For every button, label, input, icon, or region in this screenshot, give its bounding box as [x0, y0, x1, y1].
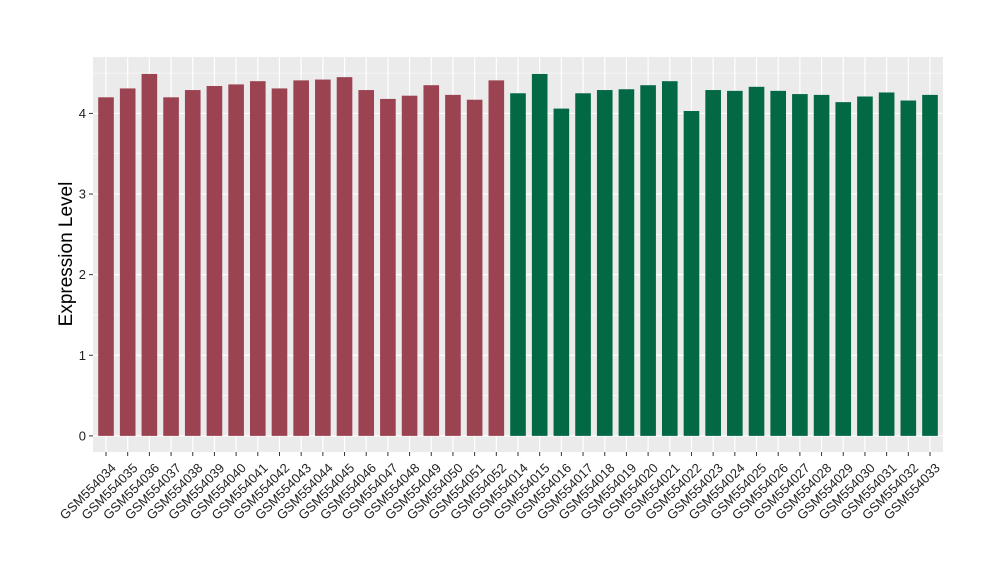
bar-gsm554026 [770, 90, 787, 436]
bar-gsm554030 [857, 96, 873, 436]
bar-gsm554048 [401, 95, 418, 436]
bar-gsm554015 [531, 73, 548, 436]
bar-gsm554040 [228, 84, 244, 436]
bar-gsm554038 [184, 90, 201, 436]
bar-gsm554035 [119, 88, 136, 436]
y-axis: 0 1 2 3 4 [79, 106, 93, 443]
bar-gsm554051 [466, 99, 483, 436]
y-tick-label: 2 [79, 267, 86, 282]
bar-gsm554031 [878, 92, 895, 436]
bar-gsm554043 [293, 80, 309, 436]
bar-gsm554028 [813, 94, 830, 436]
bar-gsm554014 [510, 93, 526, 436]
y-axis-title: Expression Level [56, 182, 77, 327]
bar-gsm554045 [336, 77, 353, 436]
bar-gsm554025 [748, 86, 765, 436]
bar-gsm554034 [98, 97, 114, 436]
bar-gsm554023 [705, 90, 721, 436]
bar-gsm554033 [922, 94, 938, 436]
bar-gsm554027 [792, 94, 808, 436]
y-tick-label: 4 [79, 106, 86, 121]
bar-gsm554016 [553, 108, 570, 436]
x-axis: GSM554034GSM554035GSM554036GSM554037GSM5… [57, 452, 943, 523]
bar-gsm554046 [358, 90, 375, 436]
bar-gsm554036 [141, 73, 158, 436]
bar-gsm554017 [575, 93, 591, 436]
bar-gsm554037 [163, 97, 179, 436]
bar-gsm554020 [640, 85, 656, 436]
bar-gsm554019 [618, 89, 635, 436]
bar-gsm554052 [488, 80, 505, 436]
bar-gsm554024 [727, 90, 743, 436]
bar-gsm554022 [683, 111, 700, 436]
bar-gsm554029 [835, 102, 852, 436]
y-tick-label: 3 [79, 187, 86, 202]
bar-gsm554042 [271, 88, 288, 436]
bar-gsm554032 [900, 100, 917, 436]
y-tick-label: 1 [79, 348, 86, 363]
bar-gsm554047 [380, 98, 396, 436]
bars [98, 73, 938, 436]
bar-gsm554018 [596, 90, 613, 436]
y-tick-label: 0 [79, 428, 86, 443]
bar-gsm554049 [423, 85, 440, 436]
bar-gsm554021 [661, 81, 678, 436]
bar-gsm554044 [315, 79, 331, 436]
bar-gsm554039 [206, 86, 223, 436]
bar-gsm554050 [445, 94, 461, 436]
bar-gsm554041 [249, 81, 266, 436]
